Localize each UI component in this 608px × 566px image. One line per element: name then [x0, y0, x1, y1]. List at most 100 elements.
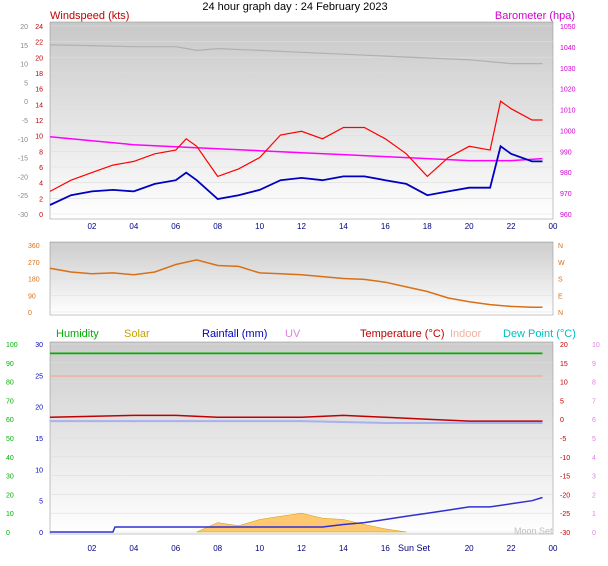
wind-tick-label: 16: [35, 87, 43, 94]
x-tick-label: 06: [171, 222, 180, 231]
uv-tick-label: 2: [592, 492, 596, 499]
humidity-tick-label: 60: [6, 417, 14, 424]
temp-tick-label: 15: [560, 361, 568, 368]
x-tick-label: 00: [549, 544, 558, 553]
legend-uv: UV: [285, 328, 301, 340]
panel3-series: [49, 352, 543, 533]
legend-solar: Solar: [124, 328, 150, 340]
humidity-tick-label: 40: [6, 455, 14, 462]
uv-tick-label: 10: [592, 342, 600, 349]
direction-tick-label: 0: [28, 310, 32, 317]
temp-tick-label: -10: [560, 455, 570, 462]
gust-line: [49, 100, 543, 192]
rain-tick-label: 15: [35, 436, 43, 443]
compass-tick-label: E: [558, 293, 563, 300]
compass-tick-label: W: [558, 260, 565, 267]
temp-tick-label: -15: [18, 156, 28, 163]
temp-tick-label: -25: [18, 193, 28, 200]
uv-tick-label: 0: [592, 530, 596, 537]
x-tick-label: 22: [507, 544, 516, 553]
humidity-tick-label: 80: [6, 380, 14, 387]
wind-tick-label: 18: [35, 71, 43, 78]
x-tick-label: 16: [381, 544, 390, 553]
barometer-axis-title: Barometer (hpa): [495, 10, 575, 22]
compass-tick-label: N: [558, 310, 563, 317]
uv-tick-label: 6: [592, 417, 596, 424]
humidity-tick-label: 30: [6, 474, 14, 481]
temp-tick-label: 10: [20, 62, 28, 69]
temp-tick-label: -30: [560, 530, 570, 537]
temp-tick-label: 20: [20, 24, 28, 31]
temp-tick-label: -25: [560, 511, 570, 518]
baro-tick-label: 1020: [560, 87, 576, 94]
humidity-tick-label: 50: [6, 436, 14, 443]
x-tick-label: 10: [255, 222, 264, 231]
rain-tick-label: 20: [35, 405, 43, 412]
legend-humidity: Humidity: [56, 328, 99, 340]
panel3-rain-ticks: 30 25 20 15 10 5 0: [35, 342, 43, 537]
uv-tick-label: 9: [592, 361, 596, 368]
temp-tick-label: 0: [24, 99, 28, 106]
panel1-series: [49, 44, 543, 206]
humidity-tick-label: 100: [6, 342, 18, 349]
x-tick-label: 18: [423, 222, 432, 231]
temp-tick-label: -30: [18, 212, 28, 219]
temp-tick-label: -15: [560, 474, 570, 481]
baro-tick-label: 1010: [560, 108, 576, 115]
panel3-gridlines: [50, 343, 553, 533]
x-tick-label: 12: [297, 222, 306, 231]
wind-tick-label: 10: [35, 134, 43, 141]
panel2-compass-ticks: N W S E N: [558, 243, 565, 317]
x-tick-label: 04: [129, 544, 138, 553]
temp-tick-label: -10: [18, 137, 28, 144]
panel3-temp-ticks: 20 15 10 5 0 -5 -10 -15 -20 -25 -30: [560, 342, 570, 537]
x-tick-label: 16: [381, 222, 390, 231]
uv-tick-label: 4: [592, 455, 596, 462]
x-tick-label: 22: [507, 222, 516, 231]
windspeed-axis-title: Windspeed (kts): [50, 10, 129, 22]
rain-tick-label: 5: [39, 499, 43, 506]
wind-tick-label: 0: [39, 212, 43, 219]
humidity-tick-label: 90: [6, 361, 14, 368]
x-tick-label: 02: [87, 544, 96, 553]
x-tick-label: 20: [465, 544, 474, 553]
x-tick-label: 10: [255, 544, 264, 553]
temp-tick-label: 10: [560, 380, 568, 387]
baro-tick-label: 1040: [560, 45, 576, 52]
wind-tick-label: 24: [35, 24, 43, 31]
wind-tick-label: 12: [35, 118, 43, 125]
baro-tick-label: 1030: [560, 66, 576, 73]
panel1-background: [49, 21, 554, 220]
wind-tick-label: 6: [39, 165, 43, 172]
rain-tick-label: 0: [39, 530, 43, 537]
dewpoint-line: [50, 420, 543, 424]
uv-tick-label: 1: [592, 511, 596, 518]
direction-tick-label: 270: [28, 260, 40, 267]
barometer-line: [49, 136, 543, 162]
wind-tick-label: 20: [35, 55, 43, 62]
moonset-label: Moon Set: [514, 526, 553, 536]
uv-tick-label: 7: [592, 398, 596, 405]
compass-tick-label: S: [558, 277, 563, 284]
rainfall-line: [50, 496, 543, 533]
panel1-gridlines: [50, 25, 553, 215]
legend-temperature: Temperature (°C): [360, 328, 444, 340]
x-tick-label: 02: [87, 222, 96, 231]
direction-tick-label: 90: [28, 293, 36, 300]
baro-tick-label: 1000: [560, 128, 576, 135]
page-title: 24 hour graph day : 24 February 2023: [202, 1, 387, 13]
uv-tick-label: 3: [592, 474, 596, 481]
x-tick-label: 08: [213, 544, 222, 553]
panel1-baro-ticks: 1050 1040 1030 1020 1010 1000 990 980 970 960: [560, 24, 576, 219]
temp-tick-label: 5: [24, 80, 28, 87]
wind-tick-label: 2: [39, 196, 43, 203]
temp-tick-label: 0: [560, 417, 564, 424]
x-tick-label: 14: [339, 222, 348, 231]
baro-tick-label: 960: [560, 212, 572, 219]
legend-dew-point: Dew Point (°C): [503, 328, 576, 340]
